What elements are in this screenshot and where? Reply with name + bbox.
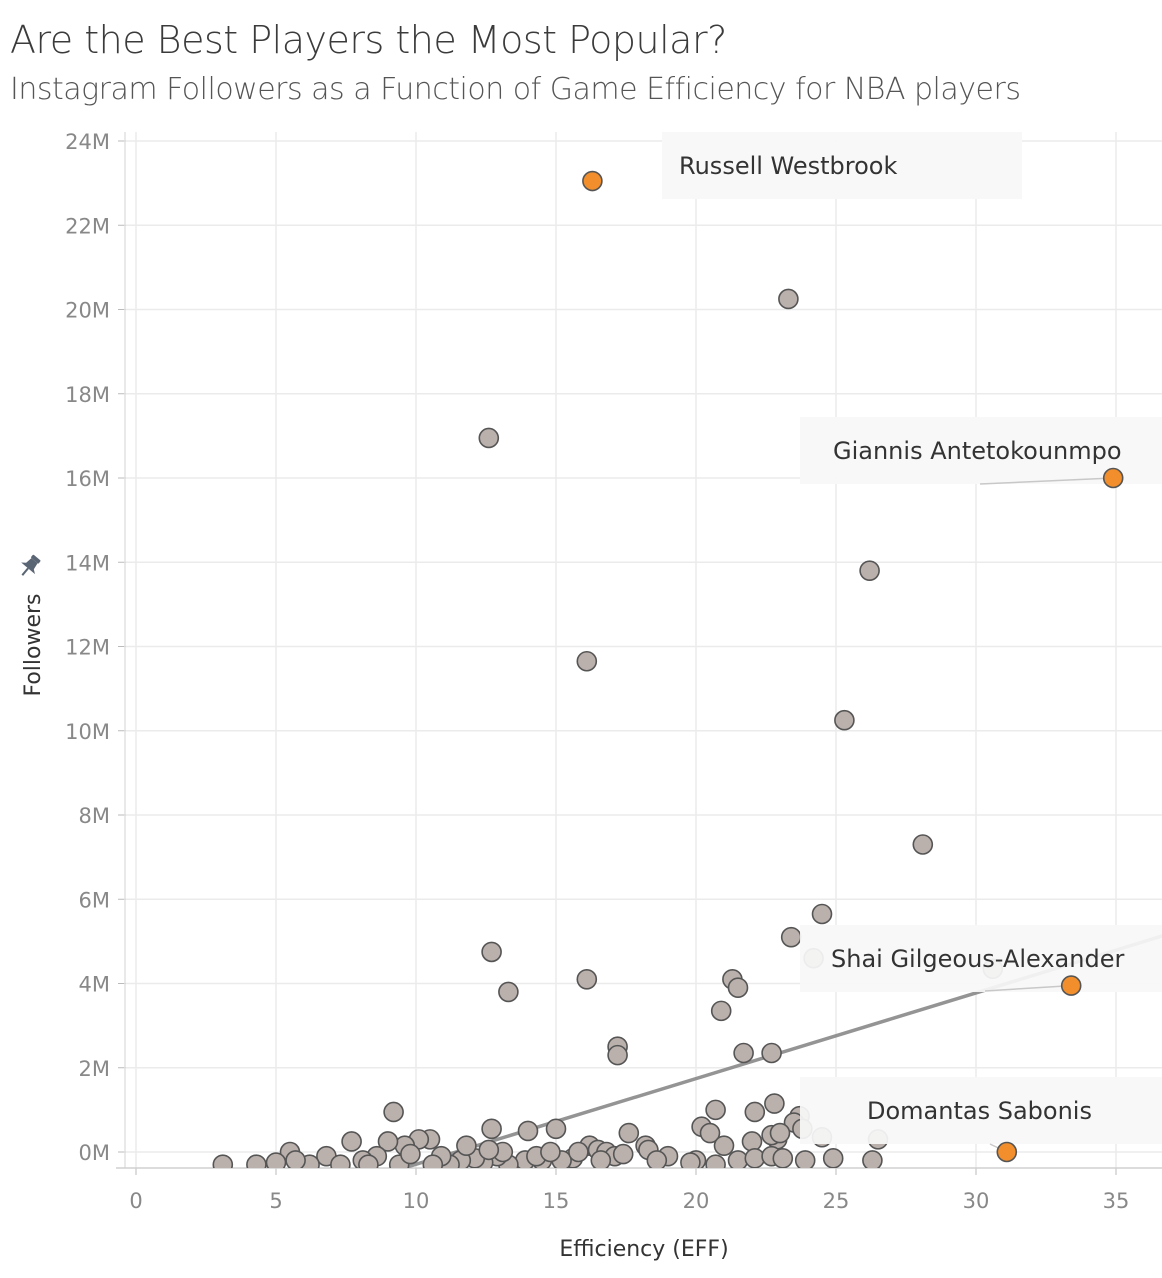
data-point xyxy=(761,1042,782,1064)
annotation-label: Domantas Sabonis xyxy=(867,1097,1092,1125)
highlighted-point xyxy=(1102,467,1124,489)
y-tick-label: 14M xyxy=(65,551,110,575)
data-point xyxy=(733,1042,754,1064)
data-point xyxy=(576,968,598,990)
x-tick-label: 5 xyxy=(269,1189,282,1213)
y-tick-label: 2M xyxy=(79,1057,110,1081)
data-point xyxy=(912,834,934,855)
data-point xyxy=(478,427,500,449)
data-point xyxy=(422,1154,444,1168)
data-point xyxy=(710,1000,732,1022)
data-point xyxy=(741,1131,763,1152)
grid-lines xyxy=(124,132,1162,1168)
data-point xyxy=(456,1135,477,1156)
x-tick-label: 35 xyxy=(1103,1189,1130,1213)
highlighted-point xyxy=(996,1141,1018,1163)
x-tick-label: 25 xyxy=(823,1189,850,1213)
chart-subtitle: Instagram Followers as a Function of Gam… xyxy=(10,72,1021,107)
data-point xyxy=(646,1150,668,1168)
annotation-box xyxy=(800,417,1162,484)
data-point xyxy=(498,981,519,1003)
highlighted-point xyxy=(582,170,603,192)
data-point xyxy=(246,1154,267,1168)
data-point xyxy=(764,1093,785,1114)
y-tick-label: 4M xyxy=(79,973,110,997)
data-point xyxy=(341,1131,362,1152)
data-point xyxy=(811,903,833,925)
data-point xyxy=(481,941,502,963)
data-point xyxy=(778,288,799,310)
data-point xyxy=(383,1101,404,1123)
data-point xyxy=(822,1148,844,1168)
data-point xyxy=(772,1148,794,1168)
data-point xyxy=(285,1150,306,1168)
data-points xyxy=(212,288,1004,1168)
annotation-leader xyxy=(979,477,1114,485)
annotation-label: Giannis Antetokounmpo xyxy=(833,437,1122,465)
y-tick-label: 20M xyxy=(65,299,110,323)
x-tick-label: 30 xyxy=(963,1189,990,1213)
data-point xyxy=(727,977,749,999)
y-tick-label: 18M xyxy=(65,383,110,407)
data-point xyxy=(680,1152,701,1168)
annotation-box xyxy=(800,1077,1162,1144)
data-point xyxy=(590,1150,612,1168)
data-point xyxy=(794,1150,816,1168)
data-point xyxy=(377,1131,399,1152)
data-point xyxy=(780,926,802,948)
annotation-leader xyxy=(984,984,1072,992)
data-point xyxy=(212,1154,234,1168)
data-point xyxy=(517,1120,539,1142)
y-tick-label: 10M xyxy=(65,720,110,744)
pin-icon[interactable] xyxy=(16,552,44,580)
data-point xyxy=(862,1150,883,1168)
x-tick-label: 10 xyxy=(403,1189,430,1213)
data-point xyxy=(727,1150,749,1168)
y-tick-label: 24M xyxy=(65,130,110,154)
data-point xyxy=(705,1099,726,1121)
x-axis-title: Efficiency (EFF) xyxy=(559,1237,728,1262)
y-tick-label: 0M xyxy=(79,1141,110,1165)
data-point xyxy=(618,1122,640,1144)
annotations: Russell Westbrook Giannis Antetokounmpo Sh… xyxy=(582,132,1162,1163)
annotation-label: Shai Gilgeous-Alexander xyxy=(831,945,1124,973)
data-point xyxy=(744,1148,766,1168)
y-tick-label: 16M xyxy=(65,467,110,491)
data-point xyxy=(400,1143,421,1165)
data-point xyxy=(576,650,598,672)
y-tick-label: 22M xyxy=(65,214,110,238)
data-point xyxy=(834,709,855,731)
data-point xyxy=(713,1135,735,1156)
data-point xyxy=(612,1143,634,1165)
data-point xyxy=(358,1154,379,1168)
data-point xyxy=(705,1154,726,1168)
data-point xyxy=(481,1118,502,1140)
x-tick-label: 15 xyxy=(543,1189,570,1213)
data-point xyxy=(769,1122,791,1144)
chart-title: Are the Best Players the Most Popular? xyxy=(10,18,727,62)
data-point xyxy=(744,1101,766,1123)
y-tick-label: 8M xyxy=(79,804,110,828)
highlighted-point xyxy=(1060,975,1082,996)
annotation-box xyxy=(662,132,1022,199)
y-tick-label: 6M xyxy=(79,888,110,912)
data-point xyxy=(699,1122,721,1144)
y-axis-title: Followers xyxy=(21,593,46,696)
data-point xyxy=(330,1154,351,1168)
data-point xyxy=(265,1152,287,1168)
data-point xyxy=(545,1118,567,1140)
x-tick-label: 20 xyxy=(683,1189,710,1213)
data-point xyxy=(478,1139,500,1161)
annotation-box xyxy=(800,925,1162,992)
annotation-label: Russell Westbrook xyxy=(679,152,897,180)
x-tick-label: 0 xyxy=(129,1189,142,1213)
data-point xyxy=(607,1044,628,1066)
data-point xyxy=(540,1141,561,1163)
data-point xyxy=(859,560,880,581)
data-point xyxy=(568,1141,589,1163)
y-tick-label: 12M xyxy=(65,636,110,660)
